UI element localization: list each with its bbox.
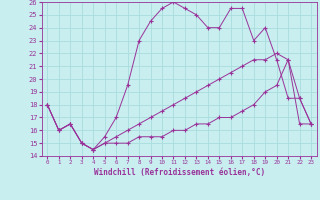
X-axis label: Windchill (Refroidissement éolien,°C): Windchill (Refroidissement éolien,°C) xyxy=(94,168,265,177)
